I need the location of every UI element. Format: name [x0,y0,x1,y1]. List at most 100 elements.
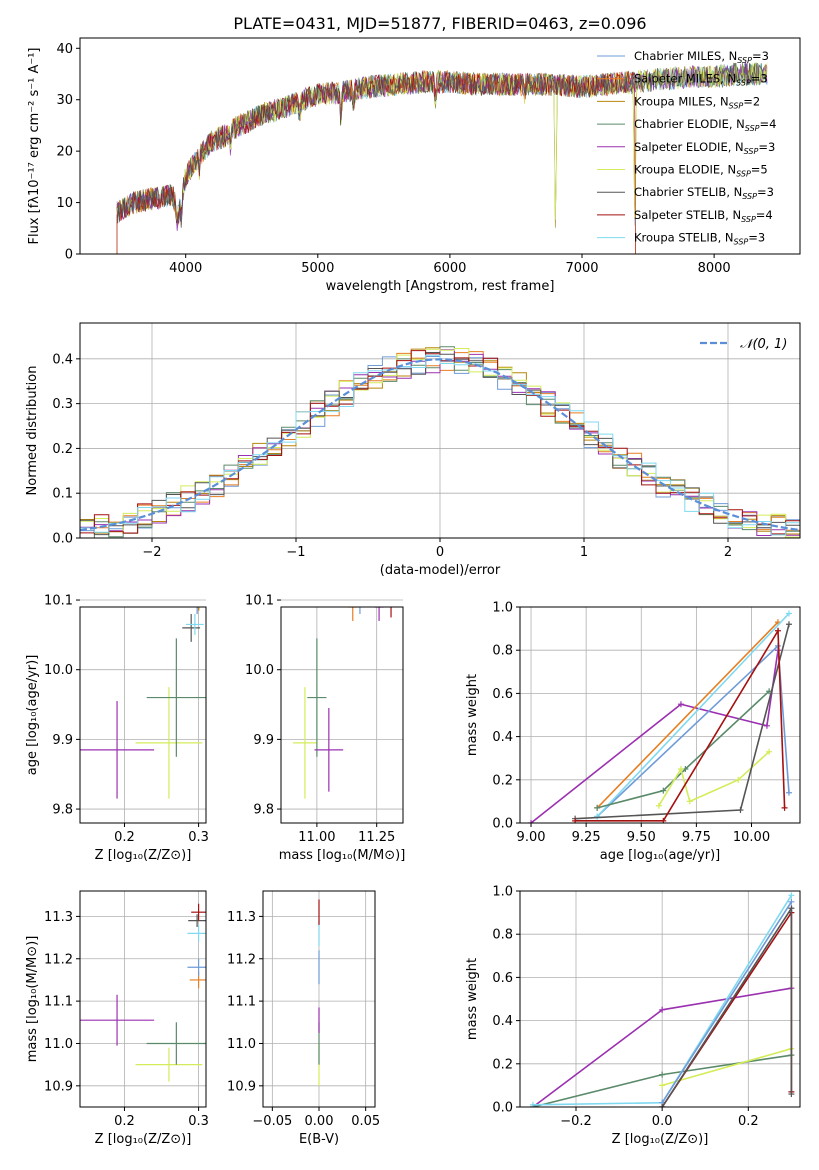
y-tick-label: 9.8 [253,803,274,818]
spectrum-line-chabrier_stelib [116,62,768,228]
y-tick-label: 10.9 [44,1079,73,1094]
y-tick-label: 0.4 [52,352,73,367]
y-tick-label: 10.1 [44,594,73,609]
series-chabrier_stelib [661,905,793,1107]
marker-chabrier_elodie [659,1071,666,1078]
plot-area [80,346,800,538]
x-axis-label: E(B-V) [299,1132,339,1147]
y-tick-label: 1.0 [492,885,513,900]
axes-frame [79,37,801,255]
x-tick-label: 9.75 [682,830,711,845]
legend-label: Chabrier STELIB, NSSP=3 [634,185,774,201]
plot-area [529,892,795,1107]
x-axis-label: Z [log₁₀(Z/Z⊙)] [95,1132,192,1147]
series-salpeter_stelib [575,628,786,822]
x-tick-label: 9.00 [517,830,546,845]
y-tick-label: 0.3 [52,397,73,412]
y-tick-label: 0.1 [52,487,73,502]
x-tick-label: 8000 [698,261,731,276]
histogram-kroupa_stelib [80,354,800,538]
axes-frame [280,606,404,824]
plot-area [292,607,392,799]
y-tick-label: 9.9 [52,733,73,748]
series-chabrier_miles [661,901,793,1104]
marker-kroupa_elodie [659,1082,666,1089]
y-tick-label: 0.0 [492,817,513,832]
marker-salpeter_stelib [781,804,788,811]
x-axis-label: wavelength [Angstrom, rest frame] [326,279,555,294]
x-tick-label: 0 [436,545,444,560]
series-kroupa_elodie [658,751,770,807]
x-tick-label: 1 [580,545,588,560]
legend-label: 𝒩(0, 1) [740,337,787,352]
x-tick-label: 0.2 [114,830,135,845]
x-tick-label: 2 [724,545,732,560]
marker-kroupa_stelib [594,813,601,820]
y-tick-label: 11.2 [44,952,73,967]
y-tick-label: 1.0 [492,601,513,616]
x-tick-label: −0.05 [252,1114,292,1129]
panel-weight-vs-age: 9.00 9.25 9.50 9.75 10.00 0.0 0.2 0.4 0.6 0.8 1.0 a… [465,601,801,863]
axes-frame [79,890,207,1108]
x-axis-label: Z [log₁₀(Z/Z⊙)] [612,1132,709,1147]
y-tick-label: 0.8 [492,928,513,943]
y-tick-label: 40 [56,42,73,57]
plot-area [116,62,768,254]
marker-kroupa_elodie [766,748,773,755]
marker-kroupa_elodie [655,802,662,809]
x-tick-label: 0.3 [188,1114,209,1129]
y-tick-label: 30 [56,93,73,108]
y-axis-label: mass weight [465,958,480,1040]
plot-area [80,607,206,799]
plot-area [80,903,206,1082]
x-axis-label: mass [log₁₀(M/M⊙)] [279,848,406,863]
spectrum-line-salpeter_stelib [116,70,636,254]
x-tick-label: 6000 [433,261,466,276]
y-tick-label: 0.8 [492,644,513,659]
spectrum-line-kroupa_elodie [172,62,768,221]
y-tick-label: 0.4 [492,730,513,745]
panel-age-vs-mass: 11.00 11.25 9.8 9.9 10.0 10.1 mass [log₁₀(M/M⊙… [245,594,406,863]
y-tick-label: 20 [56,145,73,160]
x-tick-label: 0.0 [652,1114,673,1129]
x-axis-label: age [log₁₀(age/yr)] [600,848,721,863]
x-axis-label: Z [log₁₀(Z/Z⊙)] [95,848,192,863]
figure-title: PLATE=0431, MJD=51877, FIBERID=0463, z=0… [233,14,646,33]
panel-weight-vs-Z: −0.2 0.0 0.2 0.0 0.2 0.4 0.6 0.8 1.0 Z [log₁₀(Z/Z… [465,885,801,1147]
series-chabrier_miles [596,644,790,818]
y-axis-label: mass weight [465,674,480,756]
marker-chabrier_miles [785,789,792,796]
x-tick-label: 9.50 [627,830,656,845]
y-tick-label: 0.2 [52,442,73,457]
marker-chabrier_stelib [659,1104,666,1107]
series-salpeter_miles [596,621,779,809]
y-tick-label: 11.0 [44,1037,73,1052]
y-tick-label: 11.1 [44,995,73,1010]
marker-chabrier_stelib [788,905,795,912]
marker-chabrier_stelib [788,1091,795,1098]
y-tick-label: 10.1 [245,594,274,609]
marker-chabrier_stelib [737,807,744,814]
axes-frame [262,890,376,1108]
gaussian-curve [80,358,800,532]
marker-kroupa_elodie [735,776,742,783]
x-tick-label: −1 [286,545,305,560]
y-tick-label: 10.0 [44,663,73,678]
x-tick-label: 4000 [169,261,202,276]
x-tick-label: 0.3 [188,830,209,845]
y-tick-label: 11.1 [227,995,256,1010]
y-tick-label: 0.6 [492,971,513,986]
y-tick-label: 9.9 [253,733,274,748]
y-tick-label: 0.0 [492,1101,513,1116]
x-tick-label: 11.00 [298,830,335,845]
spectrum-legend: Chabrier MILES, NSSP=3 Salpeter MILES, NS… [597,49,776,247]
legend-label: Salpeter ELODIE, NSSP=3 [634,140,775,156]
x-tick-label: 0.05 [351,1114,380,1129]
marker-chabrier_stelib [785,621,792,628]
x-tick-label: 0.2 [114,1114,135,1129]
legend-label: Kroupa STELIB, NSSP=3 [634,231,765,247]
legend-label: Chabrier ELODIE, NSSP=4 [634,117,776,133]
axes-frame [79,606,207,824]
x-tick-label: −0.2 [560,1114,592,1129]
y-axis-label: Normed distribution [25,366,40,496]
